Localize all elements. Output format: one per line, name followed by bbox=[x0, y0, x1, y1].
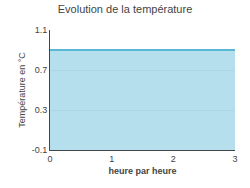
svg-text:1: 1 bbox=[109, 154, 114, 164]
svg-text:heure par heure: heure par heure bbox=[108, 166, 176, 176]
svg-text:Evolution de la température: Evolution de la température bbox=[58, 3, 193, 15]
svg-text:0: 0 bbox=[47, 154, 52, 164]
svg-text:0.7: 0.7 bbox=[35, 65, 48, 75]
svg-text:1.1: 1.1 bbox=[35, 25, 48, 35]
svg-text:0.3: 0.3 bbox=[35, 105, 48, 115]
svg-text:Température en °C: Température en °C bbox=[17, 52, 27, 128]
svg-text:3: 3 bbox=[232, 154, 237, 164]
svg-text:-0.1: -0.1 bbox=[32, 145, 48, 155]
svg-text:2: 2 bbox=[171, 154, 176, 164]
